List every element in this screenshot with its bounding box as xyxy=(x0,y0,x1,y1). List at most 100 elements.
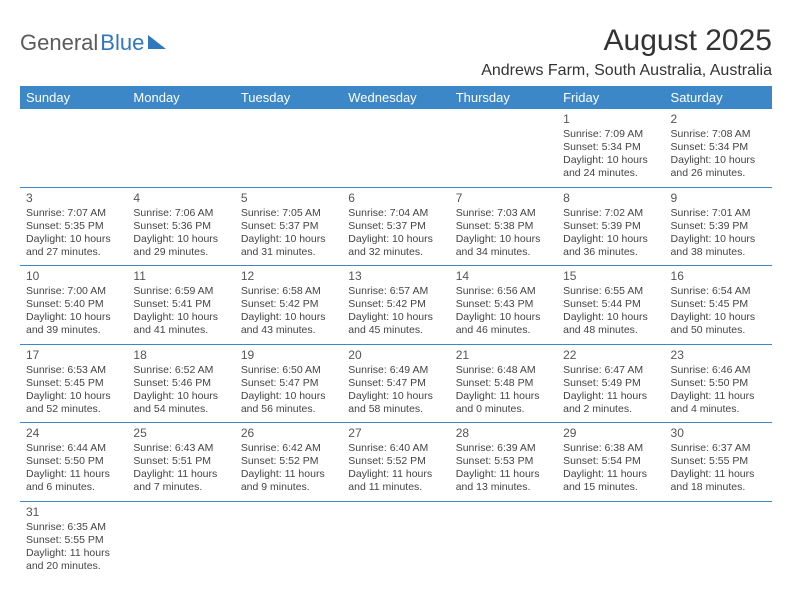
sunrise-line: Sunrise: 6:38 AM xyxy=(563,442,658,455)
day-number: 11 xyxy=(133,269,228,284)
day-number: 14 xyxy=(456,269,551,284)
calendar-cell-empty xyxy=(235,109,342,187)
day-number: 5 xyxy=(241,191,336,206)
sunset-line: Sunset: 5:45 PM xyxy=(671,298,766,311)
sunset-line: Sunset: 5:42 PM xyxy=(241,298,336,311)
daylight-line: Daylight: 11 hours and 6 minutes. xyxy=(26,468,121,494)
sunset-line: Sunset: 5:42 PM xyxy=(348,298,443,311)
calendar-cell-empty xyxy=(127,501,234,579)
sunset-line: Sunset: 5:52 PM xyxy=(241,455,336,468)
sunset-line: Sunset: 5:43 PM xyxy=(456,298,551,311)
calendar-cell: 2Sunrise: 7:08 AMSunset: 5:34 PMDaylight… xyxy=(665,109,772,187)
calendar-cell: 22Sunrise: 6:47 AMSunset: 5:49 PMDayligh… xyxy=(557,344,664,423)
daylight-line: Daylight: 10 hours and 24 minutes. xyxy=(563,154,658,180)
calendar-cell: 5Sunrise: 7:05 AMSunset: 5:37 PMDaylight… xyxy=(235,187,342,266)
sunset-line: Sunset: 5:55 PM xyxy=(26,534,121,547)
calendar-cell-empty xyxy=(127,109,234,187)
sunrise-line: Sunrise: 7:04 AM xyxy=(348,207,443,220)
daylight-line: Daylight: 11 hours and 4 minutes. xyxy=(671,390,766,416)
sunset-line: Sunset: 5:48 PM xyxy=(456,377,551,390)
sunrise-line: Sunrise: 6:49 AM xyxy=(348,364,443,377)
day-number: 8 xyxy=(563,191,658,206)
calendar-cell: 11Sunrise: 6:59 AMSunset: 5:41 PMDayligh… xyxy=(127,266,234,345)
calendar-week-row: 1Sunrise: 7:09 AMSunset: 5:34 PMDaylight… xyxy=(20,109,772,187)
calendar-cell: 7Sunrise: 7:03 AMSunset: 5:38 PMDaylight… xyxy=(450,187,557,266)
day-number: 22 xyxy=(563,348,658,363)
calendar-cell-empty xyxy=(235,501,342,579)
calendar-cell: 31Sunrise: 6:35 AMSunset: 5:55 PMDayligh… xyxy=(20,501,127,579)
daylight-line: Daylight: 10 hours and 27 minutes. xyxy=(26,233,121,259)
calendar-cell: 1Sunrise: 7:09 AMSunset: 5:34 PMDaylight… xyxy=(557,109,664,187)
day-number: 29 xyxy=(563,426,658,441)
logo: GeneralBlue xyxy=(20,24,166,56)
day-number: 21 xyxy=(456,348,551,363)
daylight-line: Daylight: 11 hours and 20 minutes. xyxy=(26,547,121,573)
day-header: Tuesday xyxy=(235,86,342,109)
sunset-line: Sunset: 5:51 PM xyxy=(133,455,228,468)
day-header: Sunday xyxy=(20,86,127,109)
calendar-cell-empty xyxy=(342,501,449,579)
day-number: 6 xyxy=(348,191,443,206)
daylight-line: Daylight: 10 hours and 46 minutes. xyxy=(456,311,551,337)
sunset-line: Sunset: 5:49 PM xyxy=(563,377,658,390)
calendar-cell-empty xyxy=(665,501,772,579)
title-block: August 2025 Andrews Farm, South Australi… xyxy=(481,24,772,80)
sunset-line: Sunset: 5:37 PM xyxy=(348,220,443,233)
daylight-line: Daylight: 11 hours and 7 minutes. xyxy=(133,468,228,494)
daylight-line: Daylight: 10 hours and 58 minutes. xyxy=(348,390,443,416)
calendar-cell: 12Sunrise: 6:58 AMSunset: 5:42 PMDayligh… xyxy=(235,266,342,345)
sunset-line: Sunset: 5:40 PM xyxy=(26,298,121,311)
daylight-line: Daylight: 11 hours and 11 minutes. xyxy=(348,468,443,494)
calendar-cell: 25Sunrise: 6:43 AMSunset: 5:51 PMDayligh… xyxy=(127,423,234,502)
day-header: Monday xyxy=(127,86,234,109)
sunset-line: Sunset: 5:55 PM xyxy=(671,455,766,468)
daylight-line: Daylight: 10 hours and 39 minutes. xyxy=(26,311,121,337)
day-number: 1 xyxy=(563,112,658,127)
calendar-cell: 10Sunrise: 7:00 AMSunset: 5:40 PMDayligh… xyxy=(20,266,127,345)
calendar-cell: 20Sunrise: 6:49 AMSunset: 5:47 PMDayligh… xyxy=(342,344,449,423)
sunrise-line: Sunrise: 6:47 AM xyxy=(563,364,658,377)
calendar-table: SundayMondayTuesdayWednesdayThursdayFrid… xyxy=(20,86,772,579)
sunrise-line: Sunrise: 6:52 AM xyxy=(133,364,228,377)
sunset-line: Sunset: 5:47 PM xyxy=(348,377,443,390)
sunrise-line: Sunrise: 6:50 AM xyxy=(241,364,336,377)
daylight-line: Daylight: 10 hours and 26 minutes. xyxy=(671,154,766,180)
calendar-cell: 26Sunrise: 6:42 AMSunset: 5:52 PMDayligh… xyxy=(235,423,342,502)
sunrise-line: Sunrise: 7:02 AM xyxy=(563,207,658,220)
sunrise-line: Sunrise: 7:09 AM xyxy=(563,128,658,141)
sunrise-line: Sunrise: 6:39 AM xyxy=(456,442,551,455)
sunset-line: Sunset: 5:45 PM xyxy=(26,377,121,390)
sunrise-line: Sunrise: 6:43 AM xyxy=(133,442,228,455)
calendar-cell-empty xyxy=(342,109,449,187)
daylight-line: Daylight: 11 hours and 15 minutes. xyxy=(563,468,658,494)
sunrise-line: Sunrise: 6:40 AM xyxy=(348,442,443,455)
sunrise-line: Sunrise: 7:06 AM xyxy=(133,207,228,220)
daylight-line: Daylight: 11 hours and 2 minutes. xyxy=(563,390,658,416)
daylight-line: Daylight: 10 hours and 48 minutes. xyxy=(563,311,658,337)
day-number: 7 xyxy=(456,191,551,206)
daylight-line: Daylight: 11 hours and 9 minutes. xyxy=(241,468,336,494)
calendar-cell: 6Sunrise: 7:04 AMSunset: 5:37 PMDaylight… xyxy=(342,187,449,266)
sunrise-line: Sunrise: 6:44 AM xyxy=(26,442,121,455)
day-number: 28 xyxy=(456,426,551,441)
day-number: 17 xyxy=(26,348,121,363)
calendar-cell: 24Sunrise: 6:44 AMSunset: 5:50 PMDayligh… xyxy=(20,423,127,502)
sunset-line: Sunset: 5:34 PM xyxy=(563,141,658,154)
sunset-line: Sunset: 5:35 PM xyxy=(26,220,121,233)
day-number: 26 xyxy=(241,426,336,441)
sunrise-line: Sunrise: 6:48 AM xyxy=(456,364,551,377)
sunset-line: Sunset: 5:36 PM xyxy=(133,220,228,233)
sunrise-line: Sunrise: 7:03 AM xyxy=(456,207,551,220)
calendar-cell: 27Sunrise: 6:40 AMSunset: 5:52 PMDayligh… xyxy=(342,423,449,502)
daylight-line: Daylight: 10 hours and 56 minutes. xyxy=(241,390,336,416)
daylight-line: Daylight: 10 hours and 31 minutes. xyxy=(241,233,336,259)
sunset-line: Sunset: 5:54 PM xyxy=(563,455,658,468)
day-number: 3 xyxy=(26,191,121,206)
sunset-line: Sunset: 5:38 PM xyxy=(456,220,551,233)
day-header-row: SundayMondayTuesdayWednesdayThursdayFrid… xyxy=(20,86,772,109)
header: GeneralBlue August 2025 Andrews Farm, So… xyxy=(20,24,772,80)
day-number: 20 xyxy=(348,348,443,363)
calendar-cell: 15Sunrise: 6:55 AMSunset: 5:44 PMDayligh… xyxy=(557,266,664,345)
sunrise-line: Sunrise: 6:37 AM xyxy=(671,442,766,455)
daylight-line: Daylight: 10 hours and 41 minutes. xyxy=(133,311,228,337)
